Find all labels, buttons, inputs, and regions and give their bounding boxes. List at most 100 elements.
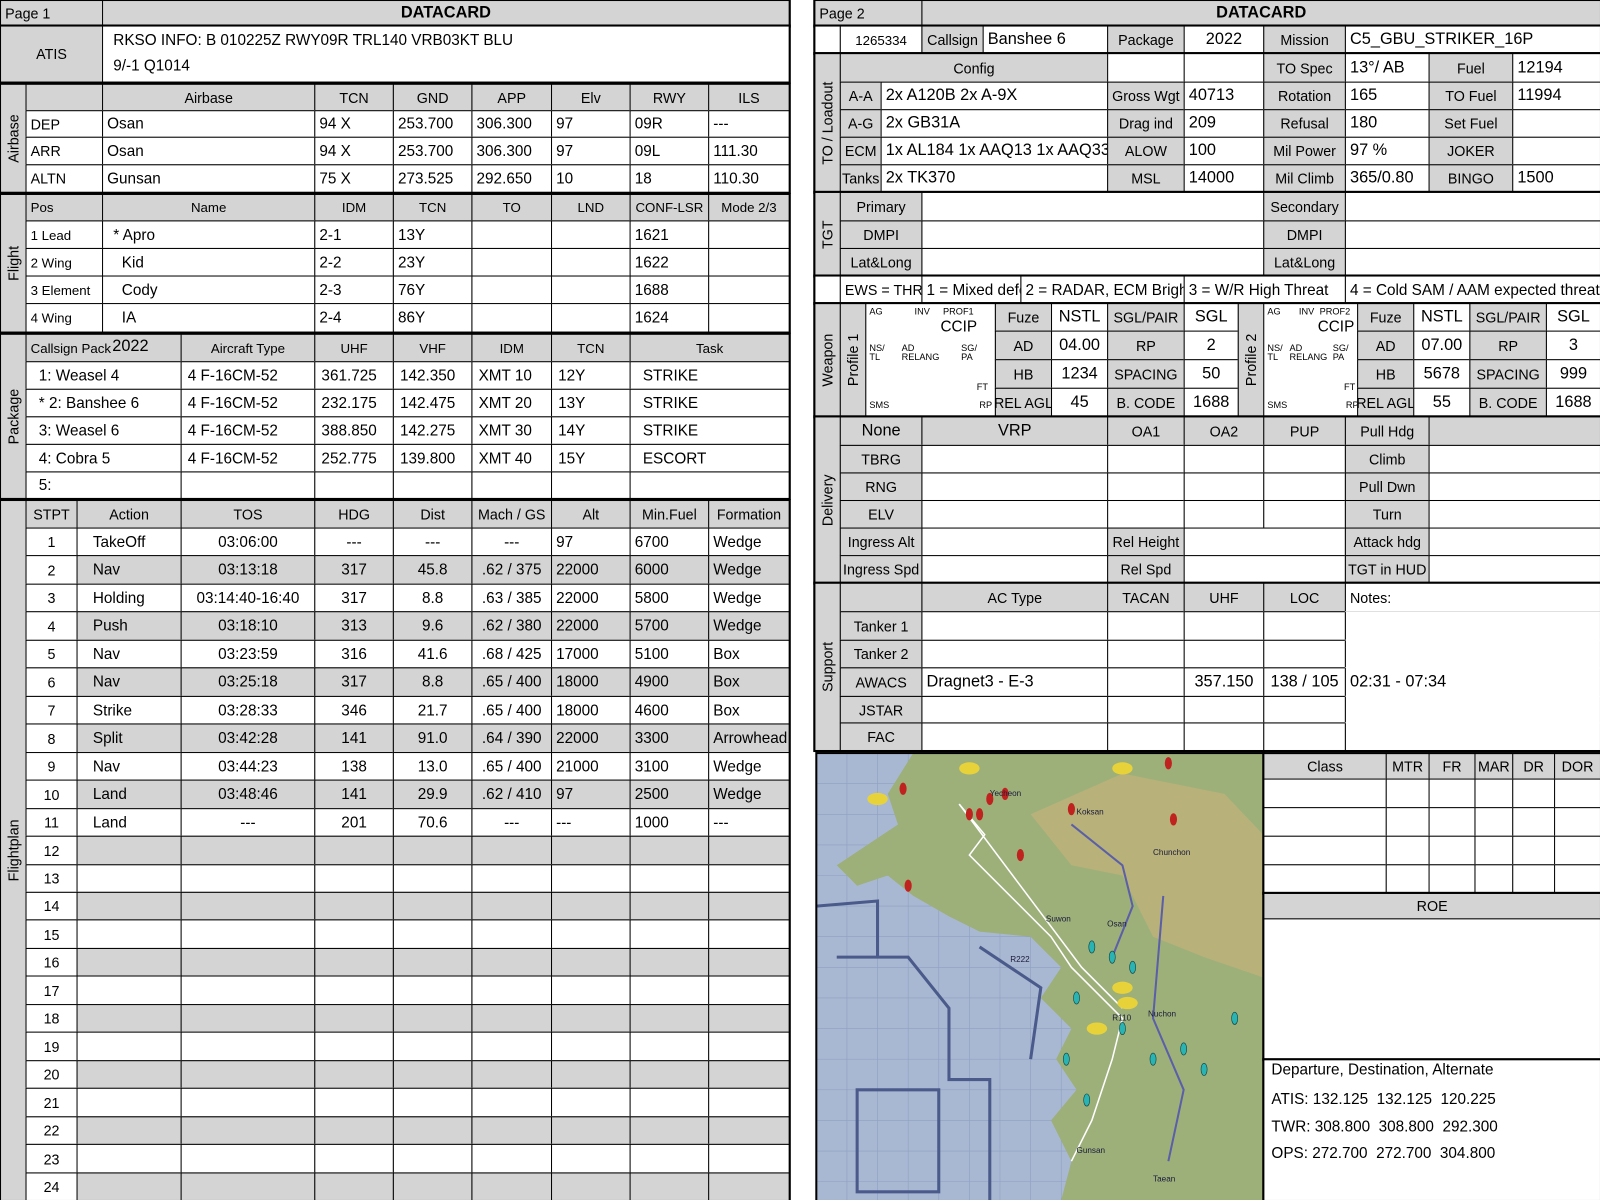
cell [1263,864,1387,894]
cell [1474,778,1514,809]
cell: 3 [1545,330,1600,361]
cell-text: 252.775 [321,449,377,467]
cell-text: 86Y [397,309,426,327]
map-city [1112,981,1133,994]
cell: 4 F-16CM-52 [180,388,316,418]
cell-text: TO / Loadout [819,81,836,165]
cell [708,947,790,977]
cell-text: Mode 2/3 [721,199,777,216]
cell [1344,695,1600,724]
cell-text: 4600 [634,701,669,719]
cell: Ingress Spd [839,555,923,584]
cell [551,919,631,949]
cell-text: 22000 [556,729,599,747]
cell-text: ARR [30,142,61,160]
cell [629,1172,710,1200]
cell-text: 18 [43,1010,60,1027]
cell: 23Y [392,247,473,277]
cell-text: 253.700 [397,115,454,133]
section-label: Profile 1 [839,303,867,418]
cell [1344,220,1600,249]
cell: 40713 [1183,81,1265,111]
cell [629,1116,710,1145]
cell-text: Fuze [1007,309,1040,326]
cell [314,864,394,893]
cell-text: Wedge [713,617,762,635]
cell-text: Formation [716,506,782,523]
cell-text: --- [504,813,520,832]
cell-text: 317 [341,561,367,579]
cell-text: 20 [43,1066,60,1083]
cell: Wedge [708,583,790,613]
cell: B. CODE [1107,387,1185,418]
cell [180,1004,316,1033]
cell [921,555,1109,584]
cell: TO Fuel [1428,81,1514,111]
cell-text: 19 [43,1038,60,1055]
cell: Lat&Long [839,247,923,277]
cell: SPACING [1107,359,1185,389]
cell: 1622 [629,247,710,277]
cell: 4 = Cold SAM / AAM expected threat / [1344,275,1600,305]
cell: 999 [1545,359,1600,389]
roe-body [1263,918,1600,1061]
cell: 09R [629,110,710,138]
cell: Fuel [1428,53,1514,83]
cell-text: 22000 [556,617,599,635]
cell-text: .63 / 385 [481,589,542,607]
diagram-label: AG [869,306,883,317]
cell: 6700 [629,527,710,557]
cell-text: Page 2 [819,5,865,22]
cell-text: 5678 [1423,364,1460,383]
cell [180,975,316,1006]
cell [471,471,553,499]
cell: RP [1107,330,1185,361]
map-label: Taean [1153,1175,1175,1184]
cell [921,499,1109,529]
cell-text: 316 [341,645,367,663]
cell-text: Weapon [819,333,836,387]
cell [1183,722,1265,752]
map-label: Koksan [1077,807,1104,816]
cell-text: Profile 1 [844,333,862,387]
cell: 142.350 [392,361,473,390]
cell [1428,864,1476,894]
cell: 232.175 [314,388,394,418]
cell: SPACING [1469,359,1547,389]
cell-text: 4 F-16CM-52 [187,394,278,412]
cell-text: Lat&Long [850,254,912,271]
cell: 3100 [629,752,710,781]
cell-text: TBRG [861,451,901,468]
cell: Kid [102,247,316,277]
cell: STRIKE [629,361,790,390]
cell-text: TACAN [1122,589,1170,606]
cell: Action [76,499,182,529]
cell: GND [392,83,473,112]
cell-text: STRIKE [642,394,699,412]
cell-text: 2x GB31A [885,114,961,132]
cell: 97 [551,779,631,810]
cell-text: Min.Fuel [641,506,697,523]
cell: RNG [839,472,923,502]
cell: 41.6 [392,639,473,669]
cell-text: 12Y [558,366,586,385]
cell: Box [708,639,790,669]
cell-text: 8 [47,730,56,747]
cell-text: 357.150 [1194,672,1254,691]
cell-text: 17 [43,982,60,999]
cell: Alt [551,499,631,529]
cell: 180 [1344,109,1430,138]
cell: .65 / 400 [471,752,553,781]
cell [1183,611,1265,641]
cell: AD [1357,330,1415,361]
cell [921,444,1109,474]
cell: 03:06:00 [180,527,316,557]
cell-text: FR [1442,758,1462,775]
cell: 18000 [551,695,631,725]
cell-text: 23Y [397,253,426,271]
cell: AD [994,330,1053,361]
cell: 10 [25,779,78,810]
cell-text: ATIS [36,45,67,63]
cell: 209 [1183,109,1265,138]
